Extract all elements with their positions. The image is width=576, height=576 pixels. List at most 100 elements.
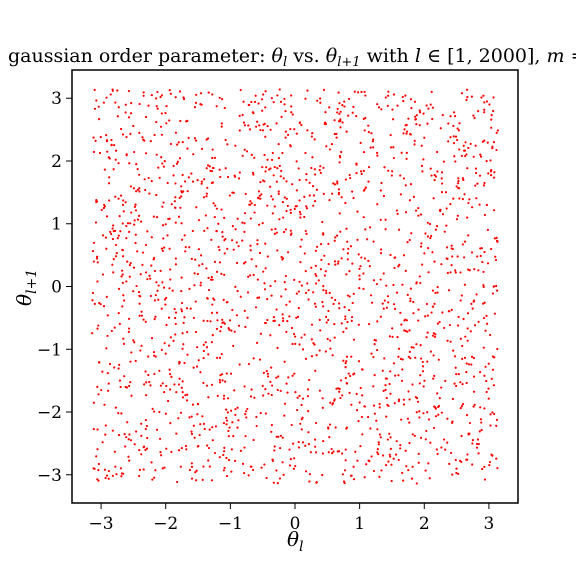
scatter-point (491, 378, 493, 380)
scatter-point (475, 172, 477, 174)
scatter-point (231, 191, 233, 193)
y-tick-label: −3 (37, 466, 62, 486)
scatter-point (406, 241, 408, 243)
scatter-point (173, 165, 175, 167)
scatter-point (175, 132, 177, 134)
y-axis-label: θl+1 (12, 269, 40, 306)
scatter-point (274, 233, 276, 235)
scatter-point (352, 106, 354, 108)
scatter-point (351, 191, 353, 193)
scatter-point (255, 265, 257, 267)
scatter-point (310, 451, 312, 453)
scatter-point (106, 475, 108, 477)
scatter-point (120, 275, 122, 277)
scatter-point (426, 104, 428, 106)
scatter-point (287, 134, 289, 136)
scatter-point (202, 465, 204, 467)
scatter-point (392, 118, 394, 120)
scatter-point (311, 338, 313, 340)
scatter-point (479, 371, 481, 373)
scatter-point (284, 196, 286, 198)
scatter-point (379, 403, 381, 405)
scatter-point (271, 159, 273, 161)
scatter-point (279, 165, 281, 167)
scatter-point (139, 315, 141, 317)
scatter-point (370, 147, 372, 149)
scatter-point (280, 170, 282, 172)
scatter-point (225, 409, 227, 411)
scatter-point (411, 478, 413, 480)
scatter-point (211, 93, 213, 95)
scatter-point (460, 299, 462, 301)
scatter-point (182, 343, 184, 345)
scatter-point (126, 261, 128, 263)
scatter-point (188, 416, 190, 418)
scatter-point (410, 107, 412, 109)
scatter-point (470, 143, 472, 145)
scatter-point (456, 218, 458, 220)
scatter-point (264, 243, 266, 245)
scatter-point (228, 426, 230, 428)
scatter-point (415, 343, 417, 345)
scatter-point (106, 151, 108, 153)
scatter-point (146, 448, 148, 450)
title-prefix: gaussian order parameter: (8, 45, 272, 67)
scatter-point (234, 228, 236, 230)
scatter-point (352, 197, 354, 199)
scatter-point (262, 179, 264, 181)
scatter-point (410, 288, 412, 290)
scatter-point (120, 386, 122, 388)
scatter-point (419, 124, 421, 126)
scatter-point (391, 327, 393, 329)
scatter-point (137, 189, 139, 191)
scatter-point (477, 438, 479, 440)
scatter-point (349, 174, 351, 176)
scatter-point (371, 455, 373, 457)
scatter-point (200, 284, 202, 286)
scatter-point (463, 256, 465, 258)
scatter-point (146, 278, 148, 280)
scatter-point (358, 360, 360, 362)
scatter-point (161, 94, 163, 96)
scatter-point (419, 275, 421, 277)
scatter-point (359, 265, 361, 267)
scatter-point (154, 270, 156, 272)
scatter-point (141, 315, 143, 317)
scatter-point (249, 128, 251, 130)
scatter-point (461, 294, 463, 296)
scatter-point (192, 153, 194, 155)
scatter-point (221, 319, 223, 321)
scatter-point (162, 201, 164, 203)
scatter-point (233, 389, 235, 391)
scatter-point (139, 303, 141, 305)
scatter-point (194, 259, 196, 261)
scatter-point (299, 246, 301, 248)
scatter-point (476, 293, 478, 295)
scatter-point (244, 149, 246, 151)
scatter-point (467, 327, 469, 329)
scatter-point (345, 178, 347, 180)
scatter-point (364, 129, 366, 131)
scatter-point (148, 381, 150, 383)
scatter-point (122, 473, 124, 475)
scatter-point (151, 478, 153, 480)
scatter-point (327, 319, 329, 321)
scatter-point (364, 94, 366, 96)
scatter-point (372, 356, 374, 358)
scatter-point (214, 261, 216, 263)
scatter-point (123, 210, 125, 212)
scatter-point (396, 209, 398, 211)
scatter-point (193, 425, 195, 427)
scatter-point (319, 102, 321, 104)
scatter-point (433, 303, 435, 305)
scatter-point (445, 191, 447, 193)
scatter-point (458, 148, 460, 150)
scatter-point (455, 472, 457, 474)
scatter-point (305, 230, 307, 232)
scatter-point (271, 394, 273, 396)
scatter-point (417, 207, 419, 209)
scatter-point (496, 290, 498, 292)
scatter-point (231, 239, 233, 241)
scatter-point (273, 174, 275, 176)
scatter-point (321, 474, 323, 476)
